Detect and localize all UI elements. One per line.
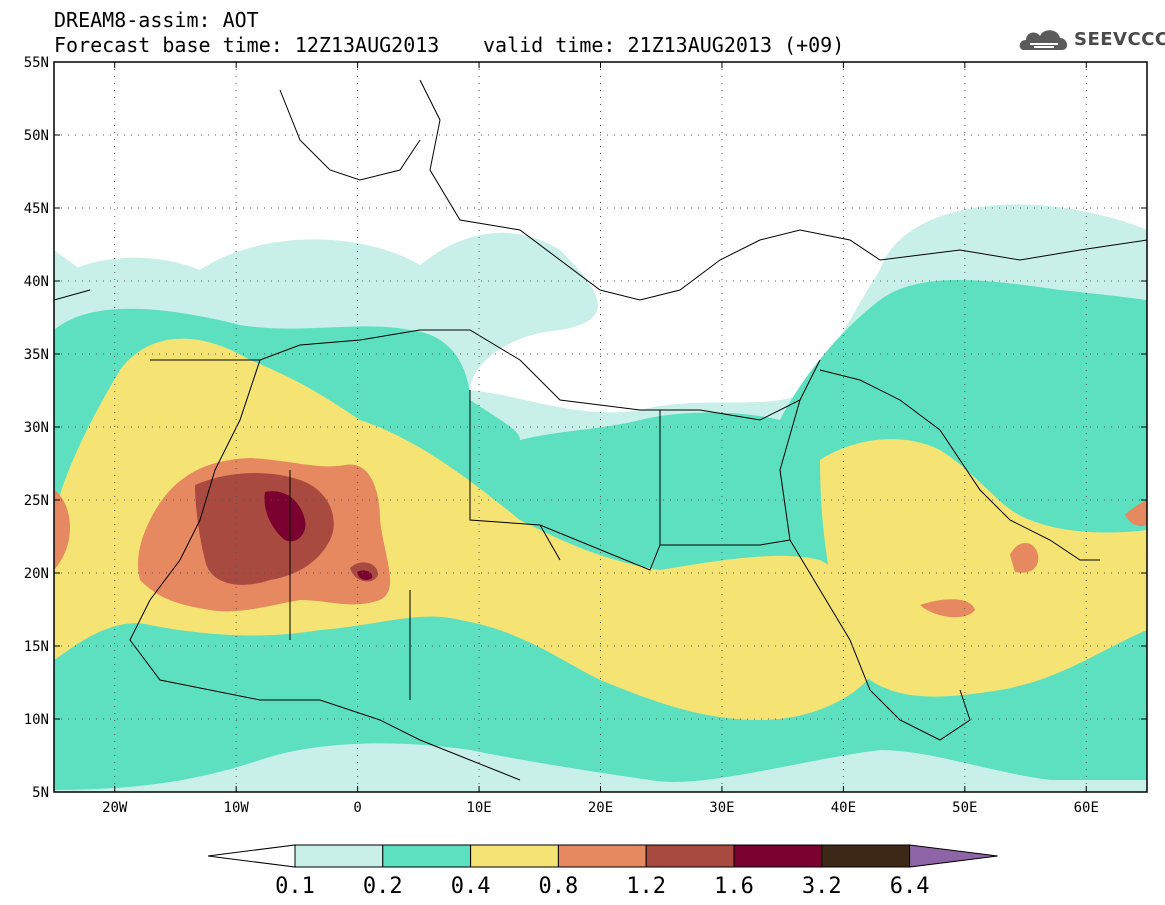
- colorbar-label: 0.4: [451, 874, 491, 899]
- grid-lines: [54, 62, 1147, 792]
- lat-label: 5N: [32, 785, 49, 801]
- aot-band-1.6-3.2: [264, 491, 373, 580]
- lon-label: 20E: [588, 800, 613, 816]
- cloud-icon: [1019, 30, 1068, 50]
- lon-label: 50E: [952, 800, 977, 816]
- colorbar-swatch: [821, 844, 911, 868]
- lat-label: 35N: [24, 347, 49, 363]
- colorbar-label: 3.2: [802, 874, 842, 899]
- lat-label: 10N: [24, 712, 49, 728]
- coastlines: [54, 79, 1147, 781]
- colorbar-swatch: [733, 844, 823, 868]
- lon-label: 60E: [1074, 800, 1099, 816]
- lon-label: 0: [353, 800, 361, 816]
- lat-axis: 55N 50N 45N 40N 35N 30N 25N 20N 15N 10N 5N: [24, 55, 1147, 801]
- lon-label: 10W: [224, 800, 250, 816]
- colorbar-swatch: [470, 844, 559, 868]
- colorbar-label: 6.4: [890, 874, 930, 899]
- lat-label: 45N: [24, 201, 49, 217]
- colorbar-swatch: [645, 844, 735, 868]
- lat-label: 15N: [24, 639, 49, 655]
- lat-label: 50N: [24, 128, 49, 144]
- colorbar-label: 0.8: [539, 874, 579, 899]
- lat-label: 40N: [24, 274, 49, 290]
- colorbar: 0.1 0.2 0.4 0.8 1.2 1.6 3.2 6.4: [207, 844, 998, 899]
- colorbar-label: 1.6: [714, 874, 754, 899]
- lon-axis: 20W 10W 0 10E 20E 30E 40E 50E 60E: [102, 62, 1099, 816]
- colorbar-swatch: [294, 844, 384, 868]
- colorbar-label: 1.2: [626, 874, 666, 899]
- lon-label: 10E: [466, 800, 491, 816]
- forecast-base-time: Forecast base time: 12Z13AUG2013: [54, 33, 440, 57]
- aot-band-0.4-0.8: [54, 338, 1147, 720]
- colorbar-swatch: [557, 844, 647, 868]
- colorbar-arrow-high: [909, 844, 998, 868]
- lat-label: 55N: [24, 55, 49, 71]
- lat-label: 30N: [24, 420, 49, 436]
- lon-label: 20W: [102, 800, 128, 816]
- logo-text: SEEVCCC: [1074, 29, 1165, 50]
- lat-label: 25N: [24, 493, 49, 509]
- colorbar-label: 0.1: [275, 874, 315, 899]
- lat-label: 20N: [24, 566, 49, 582]
- valid-time: valid time: 21Z13AUG2013 (+09): [483, 33, 845, 57]
- colorbar-label: 0.2: [363, 874, 403, 899]
- lon-label: 40E: [831, 800, 856, 816]
- colorbar-arrow-low: [207, 844, 296, 868]
- lon-label: 30E: [709, 800, 734, 816]
- colorbar-swatch: [382, 844, 472, 868]
- map-title: DREAM8-assim: AOT: [54, 8, 259, 32]
